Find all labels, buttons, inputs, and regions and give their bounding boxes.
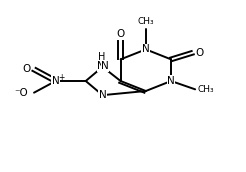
Text: N: N: [99, 90, 107, 100]
Text: N: N: [101, 61, 109, 71]
Text: +: +: [58, 73, 64, 82]
Text: N: N: [167, 76, 175, 86]
Text: N: N: [52, 76, 60, 86]
Text: ⁻O: ⁻O: [14, 88, 28, 98]
Text: N: N: [142, 44, 150, 54]
Text: CH₃: CH₃: [198, 85, 214, 94]
Text: N: N: [97, 61, 105, 71]
Text: O: O: [196, 48, 204, 58]
Text: CH₃: CH₃: [138, 17, 154, 26]
Text: O: O: [116, 29, 125, 39]
Text: H: H: [98, 52, 105, 62]
Text: O: O: [23, 63, 31, 73]
